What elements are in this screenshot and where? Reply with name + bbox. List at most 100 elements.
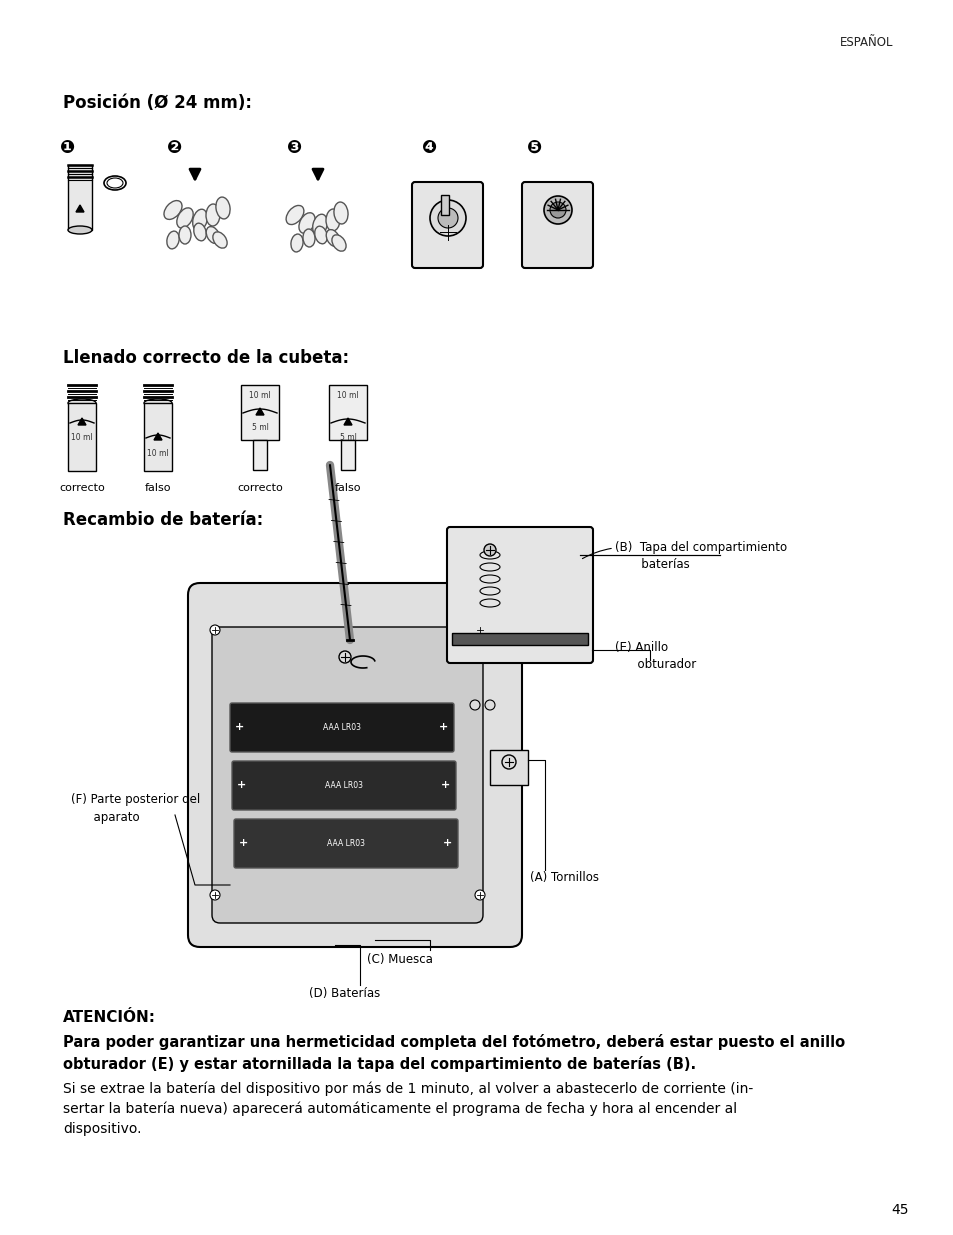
- FancyBboxPatch shape: [233, 819, 457, 868]
- FancyBboxPatch shape: [447, 527, 593, 663]
- Ellipse shape: [206, 204, 220, 226]
- Bar: [329, 385, 367, 440]
- Text: AAA LR03: AAA LR03: [327, 839, 365, 847]
- Polygon shape: [255, 408, 264, 415]
- Text: 5 ml: 5 ml: [339, 432, 356, 441]
- Bar: [452, 634, 587, 645]
- Text: +: +: [239, 839, 249, 848]
- Text: 10 ml: 10 ml: [336, 390, 358, 399]
- Ellipse shape: [179, 226, 191, 245]
- Bar: [340, 440, 355, 471]
- Circle shape: [484, 700, 495, 710]
- Bar: [253, 440, 267, 471]
- Text: 10 ml: 10 ml: [249, 390, 271, 399]
- FancyBboxPatch shape: [212, 627, 482, 923]
- Ellipse shape: [314, 226, 327, 243]
- Text: obturador: obturador: [615, 658, 696, 672]
- Text: correcto: correcto: [59, 483, 105, 493]
- Ellipse shape: [291, 235, 303, 252]
- Circle shape: [483, 543, 496, 556]
- Text: Si se extrae la batería del dispositivo por más de 1 minuto, al volver a abastec: Si se extrae la batería del dispositivo …: [63, 1082, 753, 1097]
- Bar: [144, 403, 172, 471]
- FancyBboxPatch shape: [188, 583, 521, 947]
- Ellipse shape: [193, 224, 206, 241]
- Text: ❺: ❺: [527, 140, 542, 157]
- Polygon shape: [153, 433, 162, 440]
- Text: ESPAÑOL: ESPAÑOL: [840, 36, 893, 48]
- Circle shape: [550, 203, 565, 219]
- Text: +: +: [439, 722, 448, 732]
- Ellipse shape: [68, 399, 96, 408]
- Text: falso: falso: [335, 483, 361, 493]
- Ellipse shape: [206, 226, 219, 243]
- Circle shape: [437, 207, 457, 228]
- Bar: [68, 165, 91, 230]
- Ellipse shape: [68, 226, 91, 233]
- Text: aparato: aparato: [71, 810, 139, 824]
- Ellipse shape: [313, 214, 327, 236]
- Ellipse shape: [326, 209, 339, 231]
- Ellipse shape: [332, 235, 346, 251]
- Ellipse shape: [193, 209, 207, 231]
- Ellipse shape: [164, 200, 182, 220]
- Text: (E) Anillo: (E) Anillo: [615, 641, 667, 655]
- Ellipse shape: [144, 399, 172, 408]
- FancyBboxPatch shape: [232, 761, 456, 810]
- Text: 10 ml: 10 ml: [71, 433, 92, 442]
- Bar: [490, 750, 527, 785]
- Text: ❶: ❶: [60, 140, 75, 157]
- Text: ❹: ❹: [422, 140, 437, 157]
- Bar: [68, 403, 96, 471]
- Text: (A) Tornillos: (A) Tornillos: [530, 872, 598, 884]
- Text: falso: falso: [145, 483, 172, 493]
- Text: +: +: [235, 722, 244, 732]
- Circle shape: [430, 200, 465, 236]
- Text: 45: 45: [890, 1203, 908, 1216]
- Text: AAA LR03: AAA LR03: [325, 781, 363, 789]
- FancyBboxPatch shape: [521, 182, 593, 268]
- Ellipse shape: [213, 232, 227, 248]
- Text: (D) Baterías: (D) Baterías: [309, 987, 380, 999]
- Polygon shape: [344, 417, 352, 425]
- Ellipse shape: [167, 231, 179, 249]
- Circle shape: [543, 196, 572, 224]
- Ellipse shape: [215, 198, 230, 219]
- Text: +: +: [441, 781, 450, 790]
- Circle shape: [210, 625, 220, 635]
- Text: dispositivo.: dispositivo.: [63, 1123, 141, 1136]
- Text: ATENCIÓN:: ATENCIÓN:: [63, 1010, 156, 1025]
- Circle shape: [475, 890, 484, 900]
- Bar: [440, 195, 449, 215]
- Text: Para poder garantizar una hermeticidad completa del fotómetro, deberá estar pues: Para poder garantizar una hermeticidad c…: [63, 1034, 844, 1050]
- Text: 10 ml: 10 ml: [147, 448, 169, 457]
- FancyBboxPatch shape: [412, 182, 482, 268]
- Circle shape: [475, 625, 484, 635]
- Bar: [452, 634, 587, 645]
- Ellipse shape: [334, 203, 348, 224]
- Bar: [241, 385, 278, 440]
- FancyBboxPatch shape: [230, 703, 454, 752]
- Text: (C) Muesca: (C) Muesca: [367, 953, 433, 967]
- Circle shape: [210, 890, 220, 900]
- Ellipse shape: [176, 207, 193, 228]
- Text: sertar la batería nueva) aparecerá automáticamente el programa de fecha y hora a: sertar la batería nueva) aparecerá autom…: [63, 1102, 737, 1116]
- Text: Posición (Ø 24 mm):: Posición (Ø 24 mm):: [63, 94, 252, 112]
- Text: AAA LR03: AAA LR03: [323, 722, 360, 731]
- Text: ❷: ❷: [167, 140, 182, 157]
- Text: (B)  Tapa del compartimiento: (B) Tapa del compartimiento: [615, 541, 786, 555]
- Polygon shape: [76, 205, 84, 212]
- Text: correcto: correcto: [237, 483, 283, 493]
- Text: +: +: [237, 781, 247, 790]
- Ellipse shape: [303, 228, 314, 247]
- Text: 5 ml: 5 ml: [252, 422, 268, 431]
- Text: (F) Parte posterior del: (F) Parte posterior del: [71, 794, 200, 806]
- Text: Llenado correcto de la cubeta:: Llenado correcto de la cubeta:: [63, 350, 349, 367]
- Ellipse shape: [326, 230, 339, 247]
- Polygon shape: [78, 417, 86, 425]
- Text: obturador (E) y estar atornillada la tapa del compartimiento de baterías (B).: obturador (E) y estar atornillada la tap…: [63, 1056, 696, 1072]
- Circle shape: [338, 651, 351, 663]
- Text: Recambio de batería:: Recambio de batería:: [63, 511, 263, 529]
- Text: +: +: [443, 839, 452, 848]
- Circle shape: [470, 700, 479, 710]
- Ellipse shape: [286, 205, 304, 225]
